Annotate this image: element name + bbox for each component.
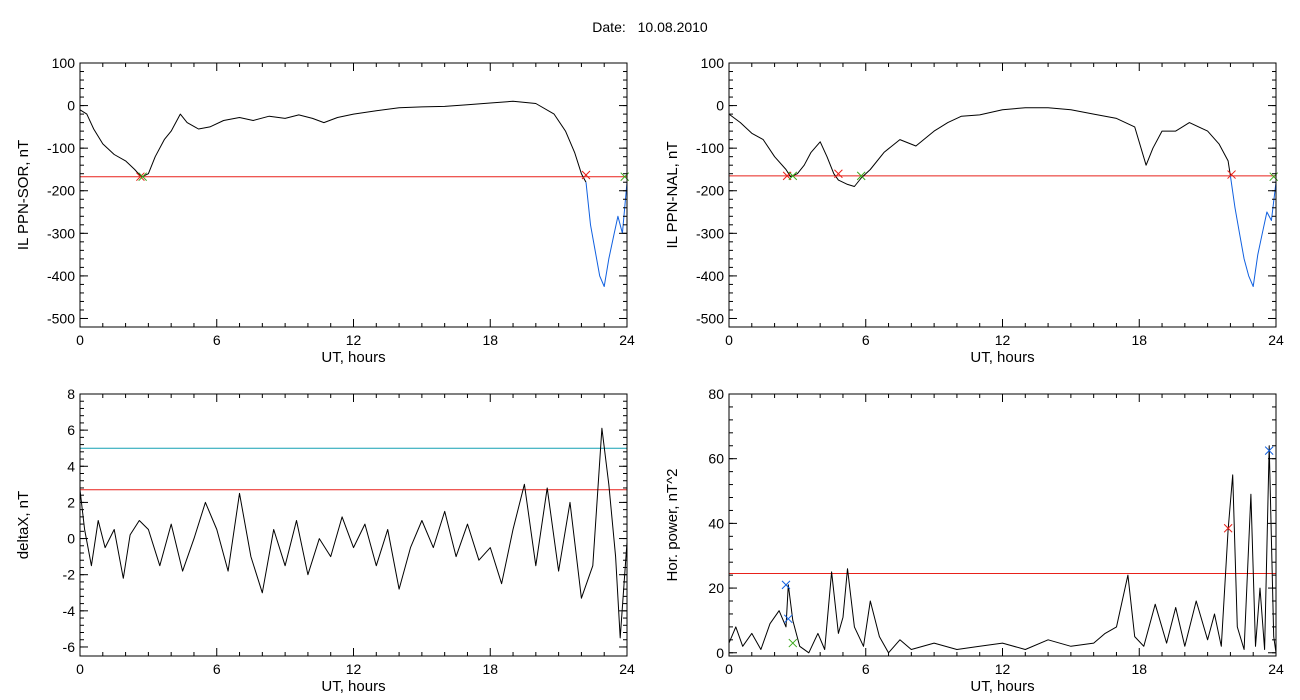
- x-tick-label: 24: [1268, 332, 1284, 348]
- marker-x: [834, 169, 843, 179]
- marker-x: [788, 638, 798, 648]
- plot-frame: [79, 62, 628, 328]
- x-tick-label: 24: [619, 661, 635, 677]
- date-label: Date:: [592, 19, 626, 35]
- marker-x: [1264, 446, 1274, 455]
- y-tick-label: 40: [708, 515, 724, 531]
- x-tick-label: 18: [1131, 661, 1147, 677]
- y-tick-label: 0: [67, 531, 75, 547]
- y-tick-label: -100: [696, 140, 724, 156]
- y-tick-label: -300: [47, 225, 75, 241]
- x-tick-label: 18: [482, 661, 498, 677]
- x-tick-label: 24: [619, 332, 635, 348]
- x-axis-label: UT, hours: [970, 349, 1034, 366]
- substorm-line: [585, 182, 628, 287]
- x-tick-label: 18: [1131, 332, 1147, 348]
- x-tick-label: 12: [346, 332, 362, 348]
- marker-x: [856, 171, 866, 181]
- marker-x: [1223, 523, 1233, 533]
- y-tick-label: -6: [63, 639, 76, 655]
- x-axis-label: UT, hours: [321, 678, 385, 695]
- y-axis-label: Hor. power, nT^2: [664, 469, 681, 582]
- marker-x: [581, 170, 591, 180]
- y-tick-label: 4: [67, 458, 75, 474]
- plot-frame: [728, 393, 1277, 657]
- y-tick-label: -100: [47, 140, 75, 156]
- x-tick-label: 12: [346, 661, 362, 677]
- x-tick-label: 6: [213, 661, 221, 677]
- x-tick-label: 6: [862, 332, 870, 348]
- marker-x: [788, 171, 798, 181]
- x-tick-label: 6: [862, 661, 870, 677]
- x-tick-label: 12: [995, 332, 1011, 348]
- marker-x: [138, 172, 148, 182]
- x-axis-label: UT, hours: [970, 678, 1034, 695]
- y-tick-label: 8: [67, 386, 75, 402]
- x-tick-label: 0: [76, 332, 84, 348]
- x-tick-label: 0: [725, 332, 733, 348]
- x-tick-label: 6: [213, 332, 221, 348]
- y-tick-label: 2: [67, 494, 75, 510]
- y-tick-label: -4: [63, 603, 76, 619]
- marker-x: [136, 172, 145, 182]
- substorm-line: [1229, 175, 1277, 287]
- panel-hor-power: 0 6 12 18 24 80 60 40 20 0 UT, hours Hor. power, nT…: [664, 386, 1284, 695]
- y-axis-label: IL PPN-NAL, nT: [664, 142, 681, 249]
- y-tick-label: 0: [67, 98, 75, 114]
- x-tick-label: 0: [725, 661, 733, 677]
- plot-frame: [79, 393, 628, 657]
- plot-frame: [728, 62, 1277, 328]
- x-tick-label: 0: [76, 661, 84, 677]
- y-tick-label: 0: [716, 98, 724, 114]
- y-tick-label: 6: [67, 422, 75, 438]
- marker-x: [781, 580, 791, 590]
- y-tick-label: -200: [47, 183, 75, 199]
- x-tick-label: 18: [482, 332, 498, 348]
- series-line: [79, 100, 587, 183]
- series-line: [79, 427, 628, 639]
- y-axis-label: IL PPN-SOR, nT: [15, 140, 32, 250]
- y-tick-label: -200: [696, 183, 724, 199]
- x-tick-label: 12: [995, 661, 1011, 677]
- y-tick-label: -300: [696, 225, 724, 241]
- x-axis-label: UT, hours: [321, 349, 385, 366]
- marker-x: [1227, 170, 1236, 179]
- y-tick-label: 60: [708, 451, 724, 467]
- y-tick-label: 0: [716, 645, 724, 661]
- y-tick-label: -2: [63, 567, 76, 583]
- date-value: 10.08.2010: [637, 19, 708, 35]
- marker-x: [783, 614, 793, 624]
- y-tick-label: -500: [696, 310, 724, 326]
- series-line: [728, 445, 1277, 654]
- panel-ppn-nal: 0 6 12 18 24 100 0 -100 -200 -300 -400 -500 UT, hour…: [664, 55, 1284, 366]
- date-title: Date: 10.08.2010: [0, 19, 1300, 35]
- y-tick-label: 20: [708, 580, 724, 596]
- x-tick-label: 24: [1268, 661, 1284, 677]
- y-tick-label: -400: [47, 268, 75, 284]
- y-tick-label: -400: [696, 268, 724, 284]
- y-tick-label: 100: [701, 55, 725, 71]
- series-line: [728, 107, 1231, 187]
- panel-deltax: 0 6 12 18 24 8 6 4 2 0 -2 -4 -6 UT, hours deltaX, nT: [15, 386, 635, 695]
- y-tick-label: 100: [52, 55, 76, 71]
- panel-ppn-sor: 0 6 12 18 24 100 0 -100 -200 -300 -400 -500 UT, hour…: [15, 55, 635, 366]
- y-axis-label: deltaX, nT: [15, 491, 32, 559]
- y-tick-label: 80: [708, 386, 724, 402]
- y-tick-label: -500: [47, 310, 75, 326]
